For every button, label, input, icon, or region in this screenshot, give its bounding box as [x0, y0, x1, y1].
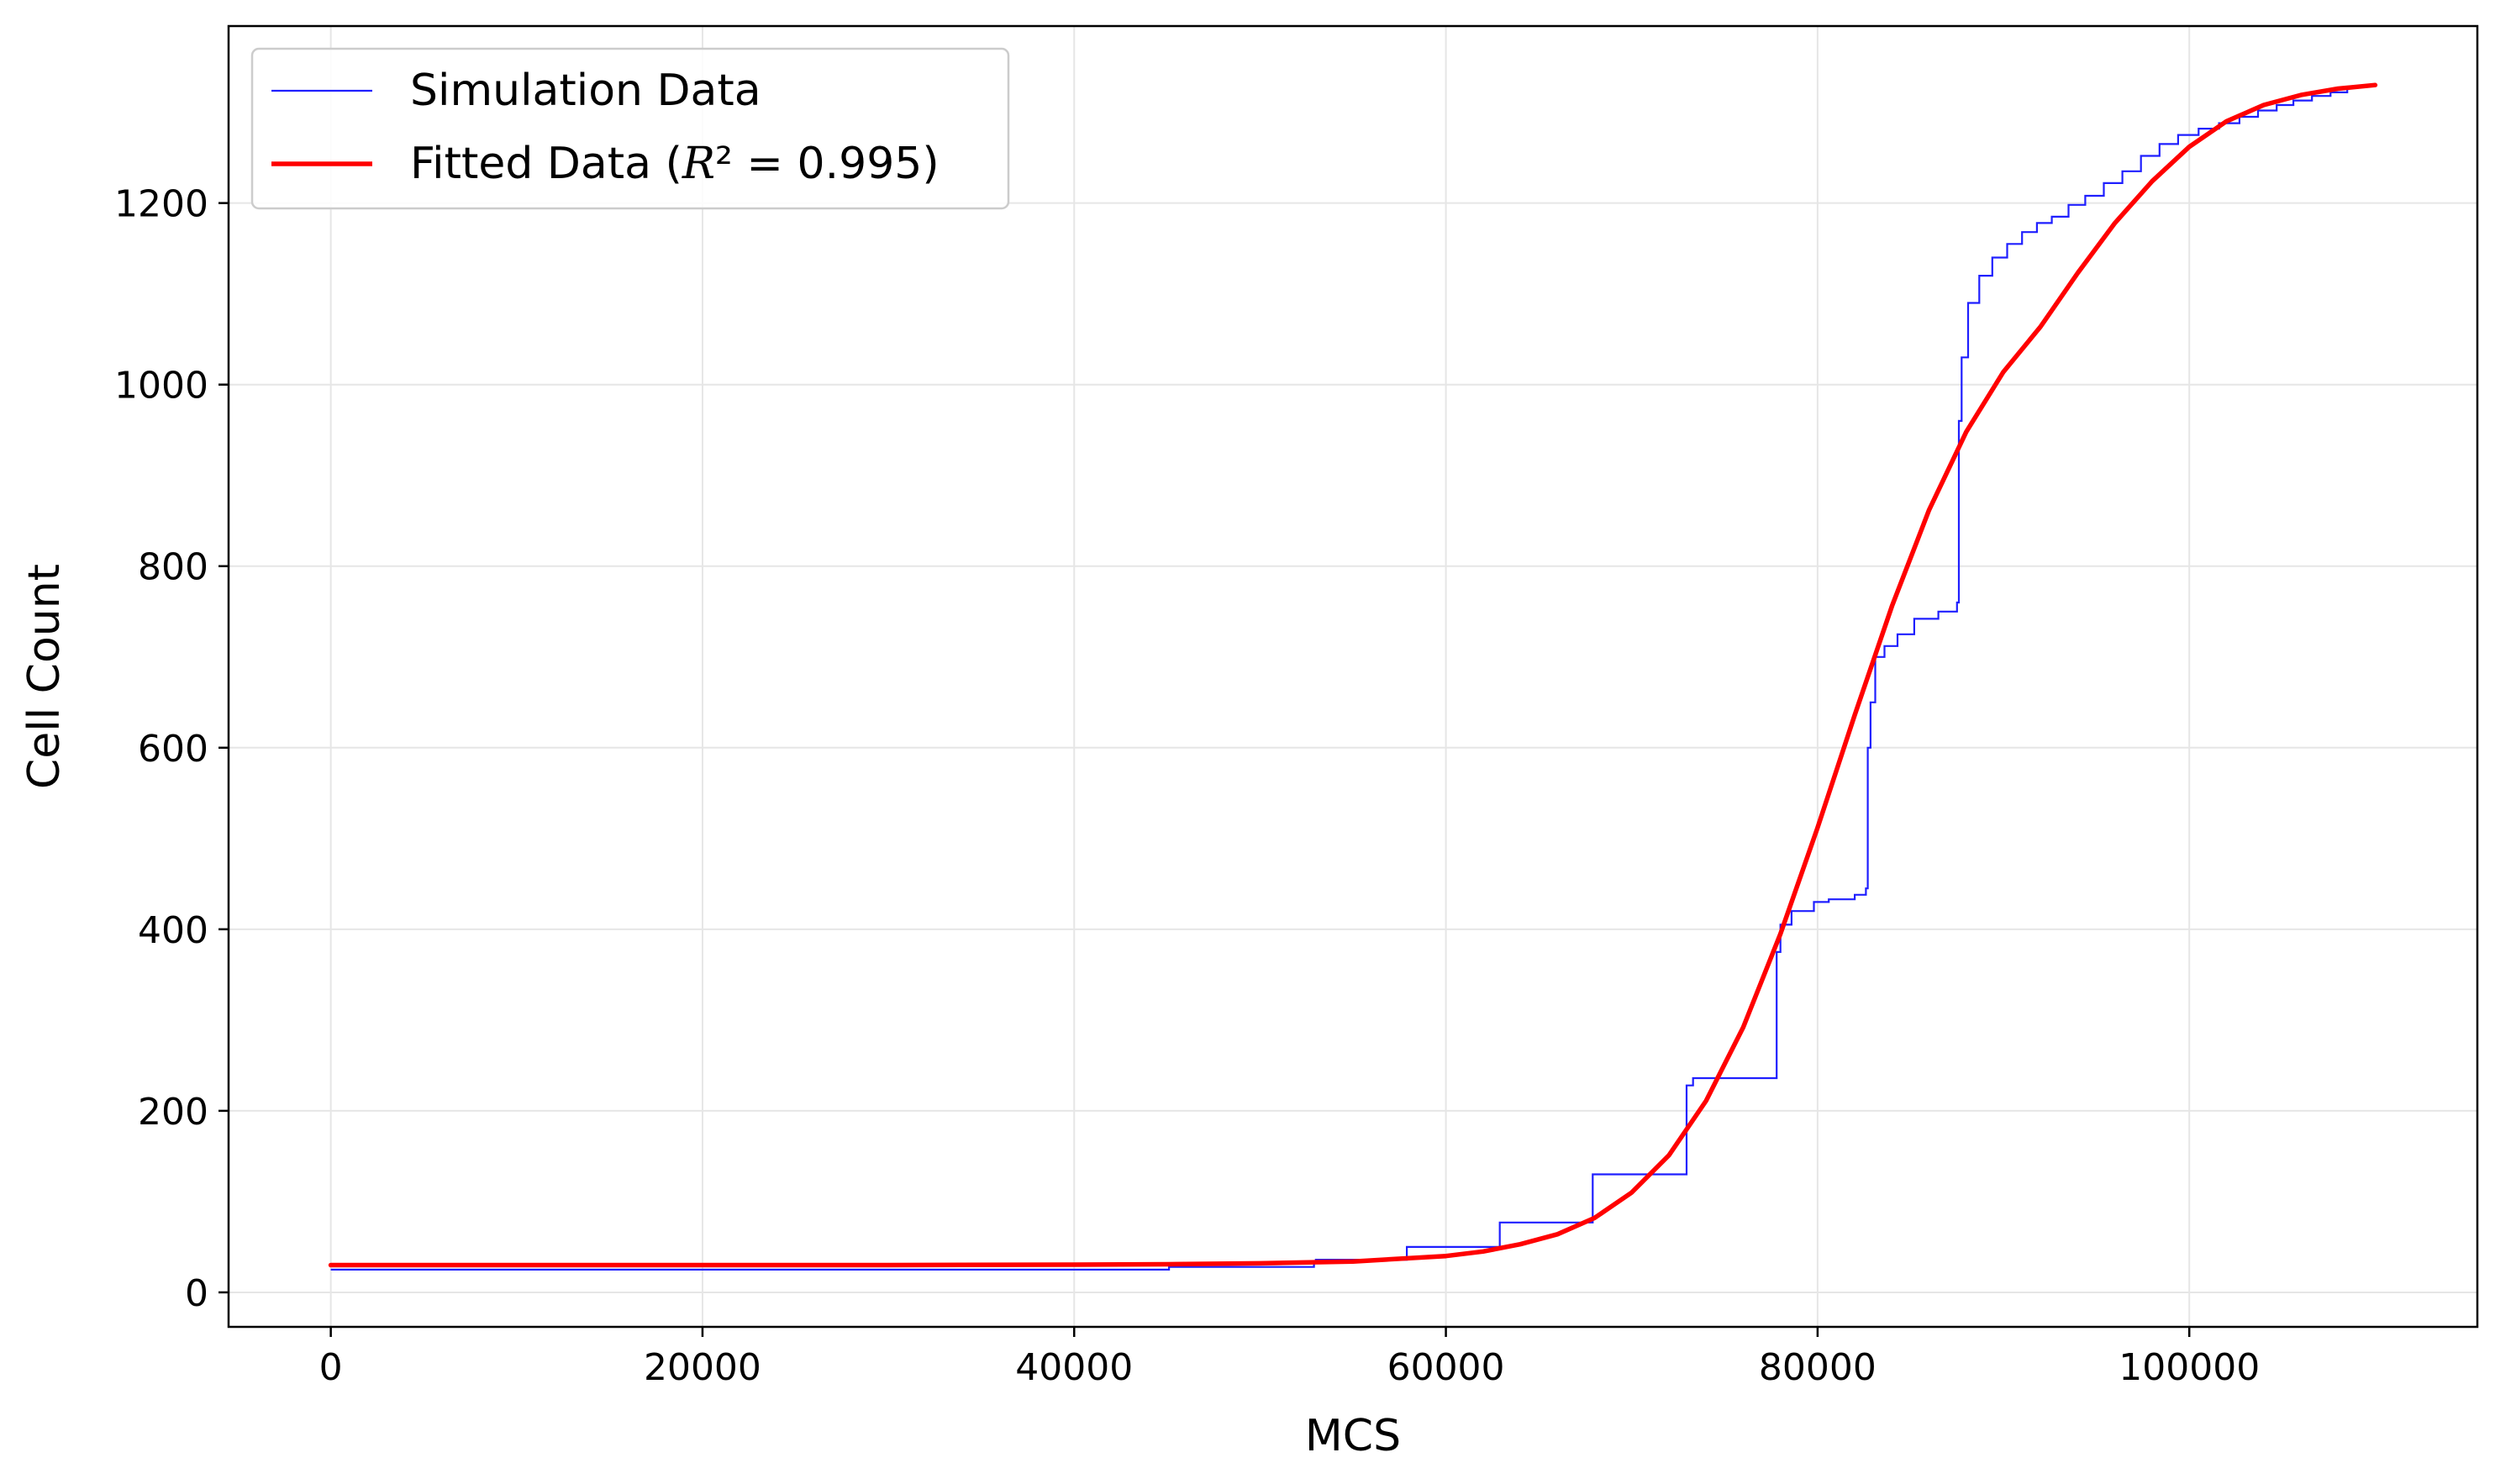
legend-fitted-rest: ² = 0.995) [715, 139, 940, 189]
x-tick-label: 0 [319, 1346, 343, 1389]
y-tick-label: 800 [138, 546, 208, 589]
y-tick-label: 600 [138, 728, 208, 771]
legend: Simulation Data Fitted Data (R² = 0.995) [250, 47, 1010, 210]
x-tick-label: 100000 [2119, 1346, 2260, 1389]
fitted-data-line [328, 82, 2378, 1268]
legend-fitted-variable: R [682, 139, 715, 189]
y-tick-label: 200 [138, 1091, 208, 1134]
x-tick-label: 20000 [644, 1346, 761, 1389]
x-tick-label: 60000 [1387, 1346, 1505, 1389]
x-axis-ticks: 0 20000 40000 60000 80000 100000 [319, 1327, 2260, 1389]
legend-box [250, 47, 1010, 210]
legend-fitted-prefix: Fitted Data ( [410, 139, 682, 189]
y-axis-ticks: 0 200 400 600 800 1000 1200 [114, 183, 229, 1315]
simulation-data-line [330, 87, 2349, 1271]
x-axis-label: MCS [1305, 1411, 1401, 1461]
y-tick-label: 1200 [114, 183, 208, 226]
x-tick-label: 40000 [1015, 1346, 1133, 1389]
x-tick-label: 80000 [1759, 1346, 1877, 1389]
legend-simulation-label: Simulation Data [410, 66, 761, 116]
y-tick-label: 400 [138, 909, 208, 952]
y-axis-label: Cell Count [19, 564, 70, 789]
y-tick-label: 0 [185, 1272, 208, 1315]
plot-frame [227, 24, 2479, 1329]
legend-fitted-label: Fitted Data (R² = 0.995) [410, 139, 940, 189]
grid [229, 26, 2477, 1327]
y-tick-label: 1000 [114, 365, 208, 408]
